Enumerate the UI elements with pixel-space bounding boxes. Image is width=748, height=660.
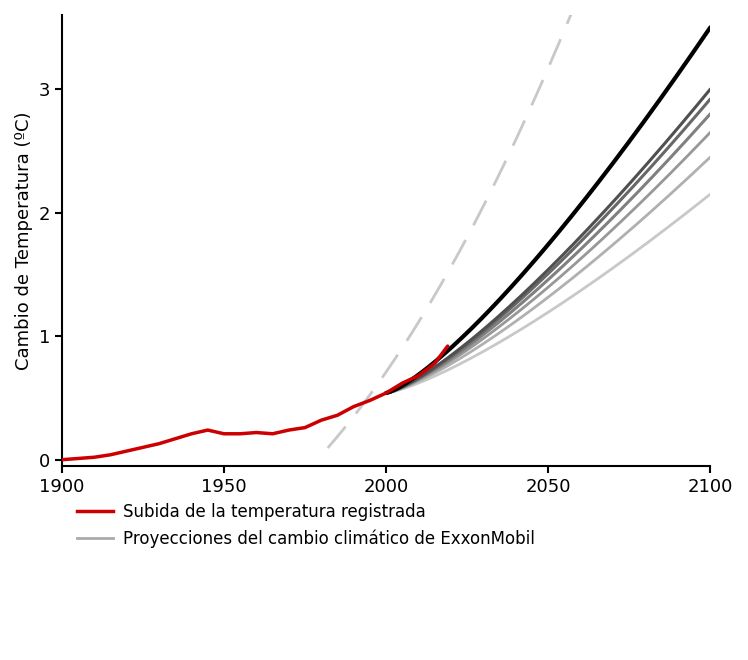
Legend: Subida de la temperatura registrada, Proyecciones del cambio climático de ExxonM: Subida de la temperatura registrada, Pro… [77, 503, 536, 548]
Y-axis label: Cambio de Temperatura (ºC): Cambio de Temperatura (ºC) [15, 111, 33, 370]
